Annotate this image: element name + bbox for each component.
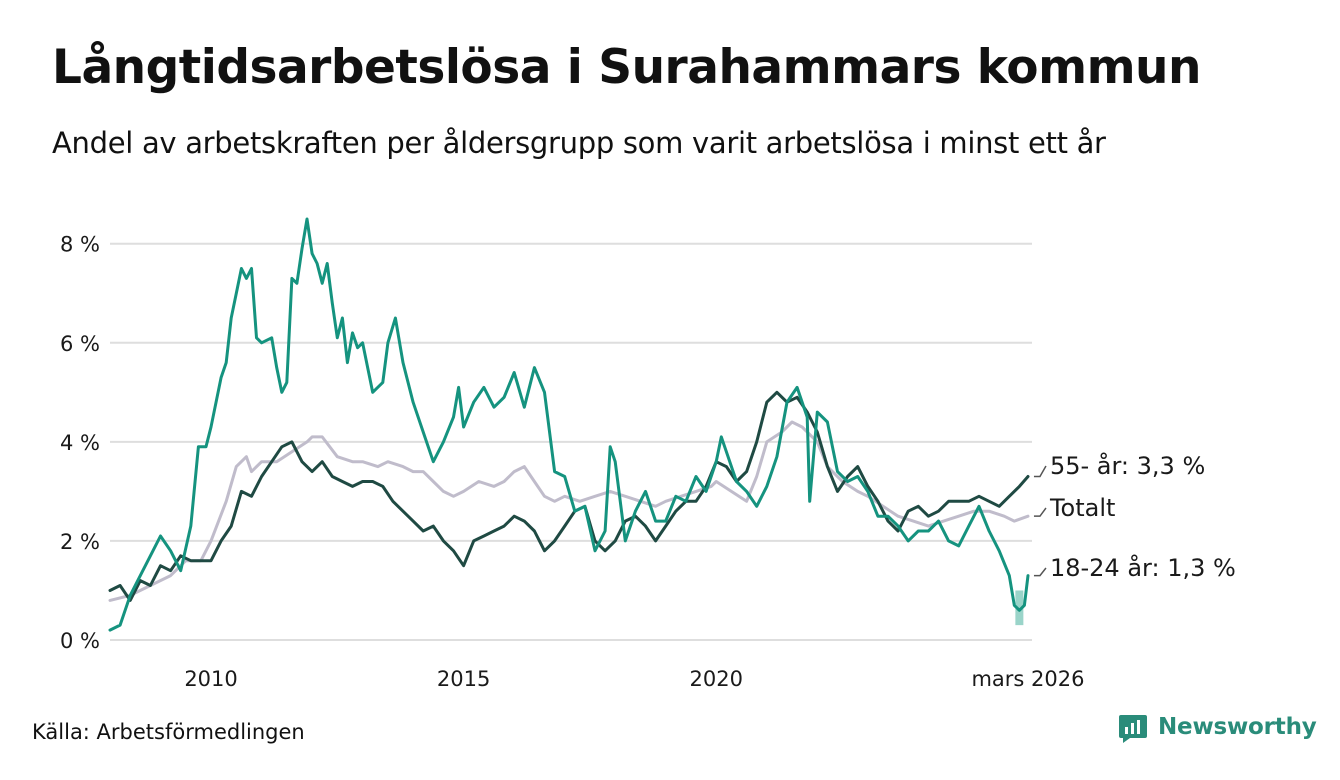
label-connector-older — [1033, 465, 1047, 478]
x-tick-label: 2010 — [184, 667, 237, 691]
y-tick-label: 4 % — [60, 431, 100, 455]
series-line-total — [108, 420, 1030, 602]
series-end-label-youth: 18-24 år: 1,3 % — [1050, 553, 1236, 582]
series-line-youth — [108, 217, 1030, 632]
newsworthy-logo-icon — [1119, 715, 1147, 743]
brand-name: Newsworthy — [1158, 714, 1317, 740]
chart-title: Långtidsarbetslösa i Surahammars kommun — [52, 40, 1201, 95]
chart-subtitle: Andel av arbetskraften per åldersgrupp s… — [52, 126, 1106, 160]
y-tick-label: 2 % — [60, 530, 100, 554]
label-connector-total — [1033, 507, 1047, 517]
source-note: Källa: Arbetsförmedlingen — [32, 720, 305, 744]
y-axis: 0 % 2 % 4 % 6 % 8 % — [60, 233, 100, 653]
label-connector-youth — [1033, 567, 1047, 577]
y-tick-label: 6 % — [60, 332, 100, 356]
series-end-labels: Totalt 55- år: 3,3 % 18-24 år: 1,3 % — [1033, 451, 1236, 582]
x-tick-label: 2015 — [437, 667, 490, 691]
uncertainty-band — [1015, 590, 1024, 626]
x-tick-label: 2020 — [690, 667, 743, 691]
uncertainty-bar — [1015, 590, 1024, 626]
series-lines — [108, 217, 1030, 632]
line-chart: 0 % 2 % 4 % 6 % 8 % 2010 2015 2020 mars 2026 To… — [60, 217, 1236, 691]
x-tick-label: mars 2026 — [971, 667, 1084, 691]
series-end-label-total: Totalt — [1049, 494, 1115, 522]
y-tick-label: 0 % — [60, 629, 100, 653]
x-axis: 2010 2015 2020 mars 2026 — [184, 667, 1084, 691]
gridlines — [110, 242, 1032, 641]
y-tick-label: 8 % — [60, 233, 100, 257]
series-end-label-older: 55- år: 3,3 % — [1050, 451, 1205, 480]
series-line-older — [108, 390, 1030, 602]
